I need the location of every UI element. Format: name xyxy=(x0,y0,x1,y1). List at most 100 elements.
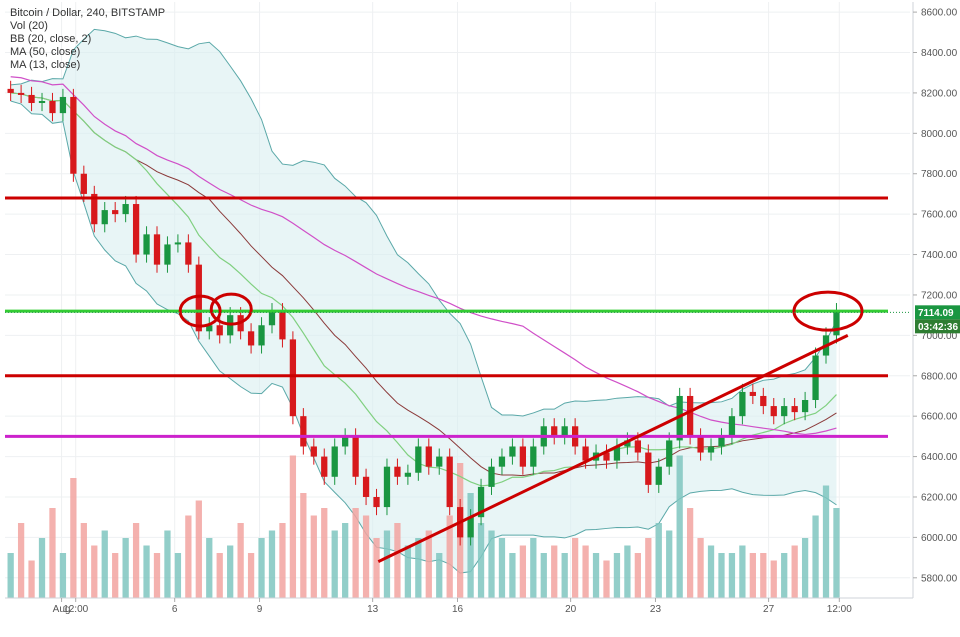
candle-body xyxy=(362,476,370,497)
candle-body xyxy=(467,517,474,538)
candle-body xyxy=(676,395,683,441)
volume-bar xyxy=(739,545,746,598)
candle-body xyxy=(425,446,432,467)
current-price-label: 7114.09 xyxy=(918,308,954,319)
bollinger-lower xyxy=(10,100,837,574)
candle-body xyxy=(112,210,119,215)
volume-bar xyxy=(247,553,255,598)
candle-body xyxy=(812,355,819,401)
candle-body xyxy=(603,452,610,461)
price-tick-label: 7400.00 xyxy=(921,250,958,261)
candle-body xyxy=(728,416,736,437)
price-tick-label: 6400.00 xyxy=(921,452,958,463)
chart-legend: Bitcoin / Dollar, 240, BITSTAMP Vol (20)… xyxy=(10,7,165,72)
candle-body xyxy=(7,88,14,93)
volume-bar xyxy=(822,485,830,598)
candle-body xyxy=(300,416,307,447)
candle-body xyxy=(153,234,161,265)
volume-bar xyxy=(686,508,694,598)
volume-bar xyxy=(488,530,495,598)
candle-body xyxy=(404,472,412,477)
time-tick-label: 13 xyxy=(367,604,379,615)
time-tick-label: 12:00 xyxy=(63,604,88,615)
volume-bar xyxy=(49,508,56,598)
candle-body xyxy=(164,244,171,265)
volume-bar xyxy=(718,553,725,598)
price-tick-label: 7200.00 xyxy=(921,290,958,301)
candle-body xyxy=(582,446,589,461)
volume-bar xyxy=(666,530,673,598)
price-tick-label: 8200.00 xyxy=(921,88,958,99)
volume-bar xyxy=(749,553,756,598)
price-axis: 5800.00 6000.00 6200.00 6400.00 6600.00 6800.… xyxy=(912,2,960,598)
price-tick-label: 7800.00 xyxy=(921,169,958,180)
volume-bar xyxy=(300,493,307,598)
volume-bar xyxy=(645,538,652,598)
volume-bar xyxy=(289,455,297,598)
price-tick-label: 6200.00 xyxy=(921,492,958,503)
legend-ma50: MA (50, close) xyxy=(10,46,81,58)
volume-bar xyxy=(122,538,129,598)
candle-body xyxy=(143,234,150,255)
volume-bar xyxy=(530,538,537,598)
volume-bar xyxy=(216,553,223,598)
candle-body xyxy=(373,496,380,508)
candle-body xyxy=(80,173,87,194)
price-tick-label: 6800.00 xyxy=(921,371,958,382)
volume-bar xyxy=(676,455,683,598)
volume-bar xyxy=(551,545,558,598)
volume-bar xyxy=(728,553,736,598)
volume-bar xyxy=(634,553,641,598)
volume-bar xyxy=(101,530,108,598)
volume-bar xyxy=(582,545,589,598)
volume-bar xyxy=(404,545,412,598)
price-tick-label: 8400.00 xyxy=(921,48,958,59)
volume-bar xyxy=(342,523,349,598)
volume-bar xyxy=(613,553,621,598)
candle-body xyxy=(561,426,568,437)
candle-body xyxy=(195,264,202,332)
price-tick-label: 6600.00 xyxy=(921,412,958,423)
drawn-lines xyxy=(5,196,910,563)
countdown-box xyxy=(915,319,960,334)
candle-body xyxy=(91,193,98,225)
candle-body xyxy=(498,456,506,467)
candle-body xyxy=(707,446,715,453)
volume-bar xyxy=(185,515,192,598)
volume-bar xyxy=(477,523,485,598)
candle-body xyxy=(697,436,704,453)
time-tick-label: Aug xyxy=(53,604,71,615)
volume-bar xyxy=(237,523,244,598)
price-tick-label: 7000.00 xyxy=(921,331,958,342)
candle-body xyxy=(436,456,443,467)
volume-bar xyxy=(707,545,715,598)
legend-vol: Vol (20) xyxy=(10,20,48,32)
volume-bar xyxy=(571,538,579,598)
candle-body xyxy=(310,446,317,457)
price-tick-label: 8000.00 xyxy=(921,129,958,140)
volume-bar xyxy=(781,553,788,598)
price-tick-label: 5800.00 xyxy=(921,573,958,584)
candle-body xyxy=(174,242,182,245)
candle-body xyxy=(488,466,495,487)
volume-bar xyxy=(174,553,182,598)
volume-bar xyxy=(206,538,213,598)
volume-bar xyxy=(321,508,328,598)
candle-body xyxy=(101,210,108,225)
candle-body xyxy=(718,436,725,447)
volume-bar xyxy=(310,515,317,598)
volume-bar xyxy=(362,515,370,598)
candle-body xyxy=(655,466,662,485)
candle-body xyxy=(331,446,338,477)
candle-body xyxy=(509,446,516,457)
candle-body xyxy=(686,395,694,437)
time-tick-label: 20 xyxy=(565,604,577,615)
volume-bar xyxy=(38,538,46,598)
current-price-box xyxy=(915,305,960,320)
volume-bar xyxy=(655,523,662,598)
candle-body xyxy=(28,94,35,104)
candle-body xyxy=(760,395,767,407)
time-tick-label: 12:00 xyxy=(827,604,852,615)
candle-body xyxy=(247,331,255,346)
